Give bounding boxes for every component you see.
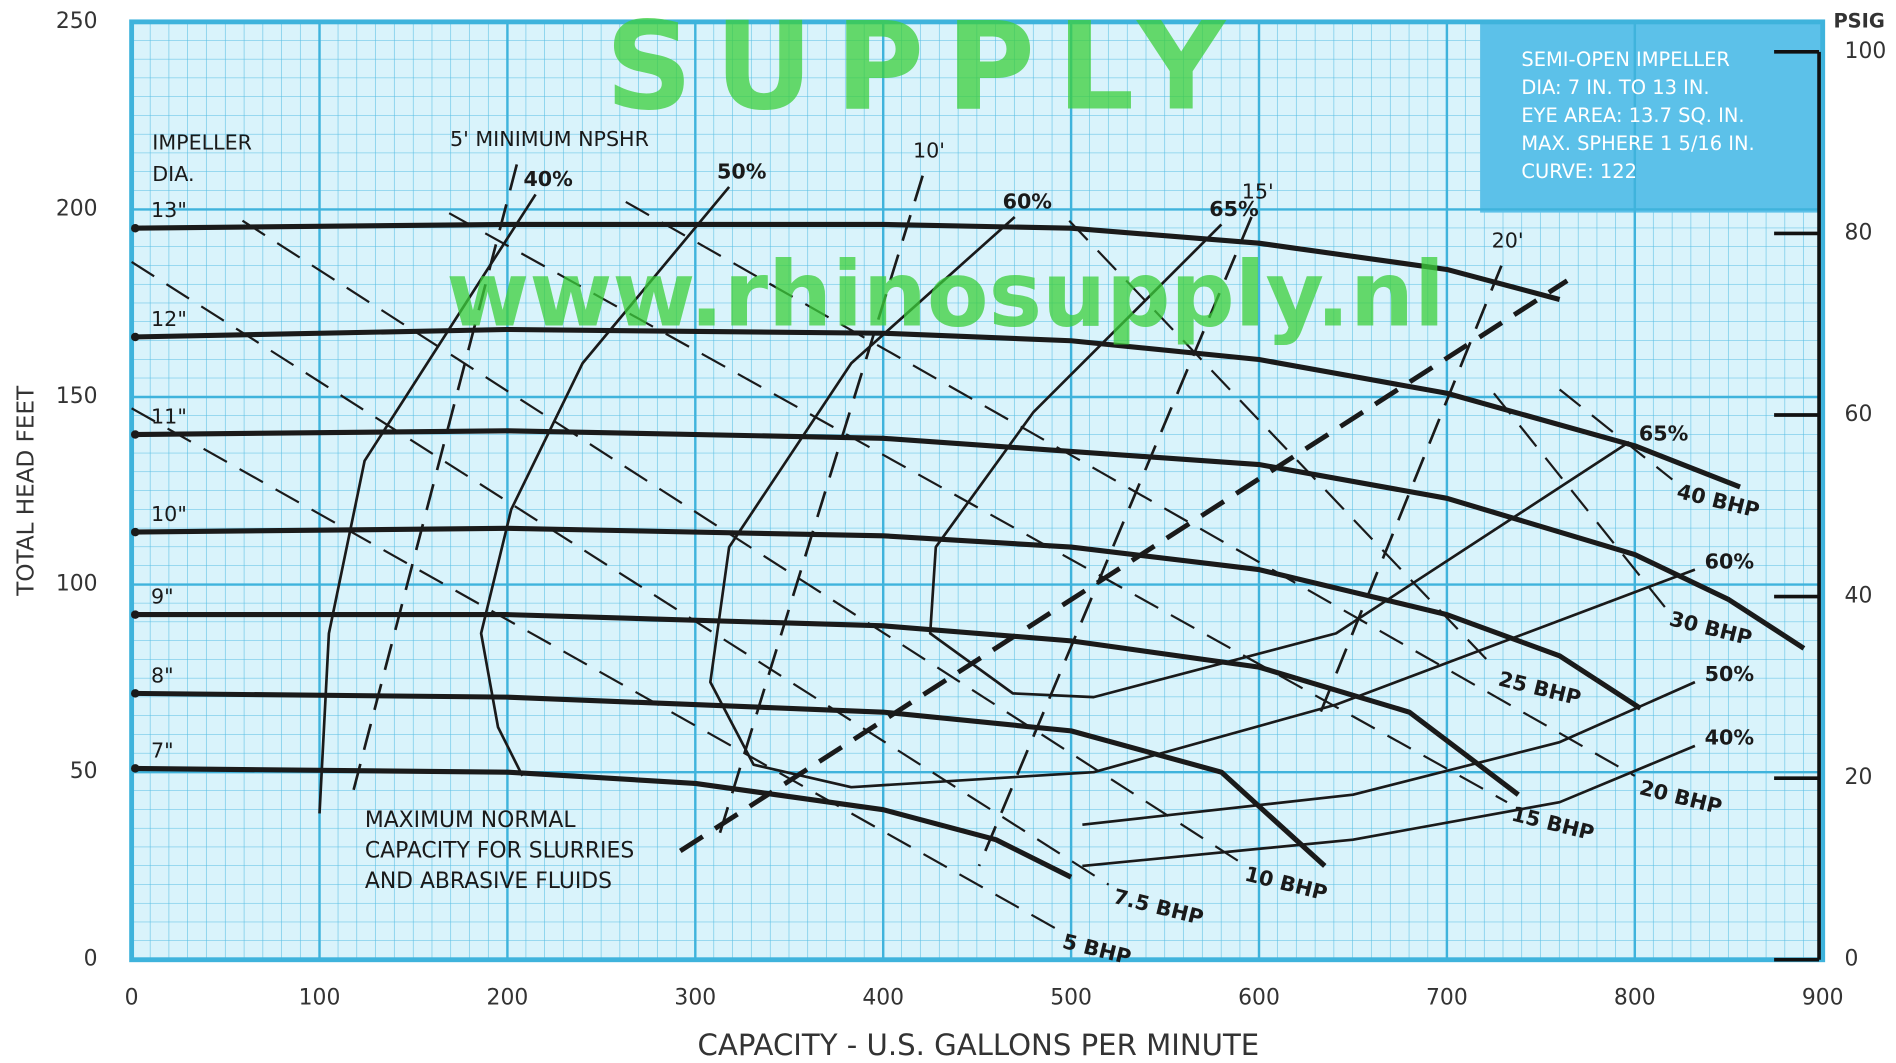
impeller-start-point — [131, 764, 140, 773]
y2-tick-label: 40 — [1845, 584, 1873, 609]
watermark-url: www.rhinosupply.nl — [446, 244, 1445, 348]
impeller-start-point — [131, 689, 140, 698]
capacity-limit-label: CAPACITY FOR SLURRIES — [365, 839, 634, 864]
x-tick-label: 300 — [674, 986, 716, 1011]
x-tick-label: 100 — [299, 986, 341, 1011]
power-line — [625, 200, 1636, 777]
efficiency-label: 40% — [523, 167, 573, 191]
y2-axis-label: PSIG — [1833, 9, 1884, 32]
y-tick-label: 150 — [56, 384, 98, 409]
npsh-line — [977, 216, 1253, 867]
y-tick-label: 50 — [70, 759, 98, 784]
efficiency-label: 50% — [1705, 662, 1755, 686]
power-line — [1493, 392, 1666, 608]
watermark: SUPPLY — [605, 0, 1247, 138]
impeller-curve — [131, 428, 1806, 651]
impeller-curve — [131, 690, 1327, 868]
y-tick-label: 250 — [56, 9, 98, 34]
x-tick-label: 0 — [125, 986, 139, 1011]
impeller-start-point — [131, 332, 140, 342]
impeller-start-point — [131, 430, 140, 439]
y-axis-label: TOTAL HEAD FEET — [14, 385, 40, 597]
efficiency-label: 60% — [1003, 189, 1053, 213]
impeller-curve — [131, 765, 1073, 880]
info-box-line: MAX. SPHERE 1 5/16 IN. — [1521, 132, 1754, 155]
npsh-label: 15' — [1242, 180, 1274, 204]
npsh-line — [716, 175, 924, 841]
impeller-label: 12" — [151, 307, 187, 331]
power-line — [1558, 388, 1674, 481]
impeller-label: 9" — [151, 585, 174, 609]
power-line — [448, 212, 1508, 804]
y-tick-label: 0 — [84, 947, 98, 972]
info-box-line: EYE AREA: 13.7 SQ. IN. — [1521, 104, 1744, 127]
y2-tick-label: 20 — [1845, 765, 1873, 790]
efficiency-curve — [709, 215, 1696, 789]
efficiency-curve — [318, 193, 1696, 868]
y-tick-label: 100 — [56, 572, 98, 597]
impeller-legend-title: DIA. — [152, 162, 194, 186]
info-box-line: DIA: 7 IN. TO 13 IN. — [1521, 76, 1709, 99]
impeller-start-point — [131, 527, 140, 537]
x-tick-label: 900 — [1802, 986, 1844, 1011]
y2-tick-label: 0 — [1845, 947, 1859, 972]
power-line — [131, 407, 1059, 931]
info-box — [1480, 21, 1823, 213]
impeller-start-point — [131, 223, 140, 233]
npsh-label: 10' — [913, 138, 945, 162]
y-tick-label: 200 — [56, 196, 98, 221]
impeller-legend-title: IMPELLER — [152, 130, 252, 154]
impeller-curve — [131, 612, 1520, 797]
impeller-curve — [131, 525, 1642, 711]
impeller-label: 8" — [151, 663, 174, 687]
capacity-limit-label: MAXIMUM NORMAL — [365, 808, 576, 833]
x-tick-label: 400 — [862, 986, 904, 1011]
y2-tick-label: 60 — [1845, 402, 1873, 427]
x-tick-label: 800 — [1614, 986, 1656, 1011]
impeller-curve — [131, 221, 1561, 302]
efficiency-label: 50% — [717, 159, 767, 183]
impeller-start-point — [131, 610, 140, 619]
x-tick-label: 600 — [1238, 986, 1280, 1011]
x-tick-label: 700 — [1426, 986, 1468, 1011]
y2-tick-label: 80 — [1845, 220, 1873, 245]
capacity-limit-label: AND ABRASIVE FLUIDS — [365, 869, 612, 894]
info-box-line: CURVE: 122 — [1521, 160, 1637, 183]
npsh-label: 20' — [1492, 228, 1524, 252]
impeller-curve — [131, 326, 1741, 490]
y2-tick-label: 100 — [1845, 39, 1887, 64]
x-axis-label: CAPACITY - U.S. GALLONS PER MINUTE — [698, 1028, 1260, 1062]
efficiency-curve — [479, 186, 1696, 827]
impeller-label: 7" — [151, 738, 174, 762]
npsh-label: 5' MINIMUM NPSHR — [450, 127, 649, 151]
x-tick-label: 200 — [487, 986, 529, 1011]
info-box-line: SEMI-OPEN IMPELLER — [1521, 48, 1729, 71]
efficiency-label: 40% — [1705, 726, 1755, 750]
x-tick-label: 500 — [1050, 986, 1092, 1011]
efficiency-label: 65% — [1639, 422, 1689, 446]
efficiency-label: 60% — [1705, 549, 1755, 573]
efficiency-label: 65% — [1209, 197, 1259, 221]
power-line — [241, 219, 1241, 864]
power-line — [1068, 219, 1495, 668]
impeller-label: 13" — [151, 198, 187, 222]
impeller-label: 10" — [151, 502, 187, 526]
capacity-limit-line — [678, 278, 1569, 853]
npsh-line — [352, 164, 519, 792]
impeller-label: 11" — [151, 405, 187, 429]
